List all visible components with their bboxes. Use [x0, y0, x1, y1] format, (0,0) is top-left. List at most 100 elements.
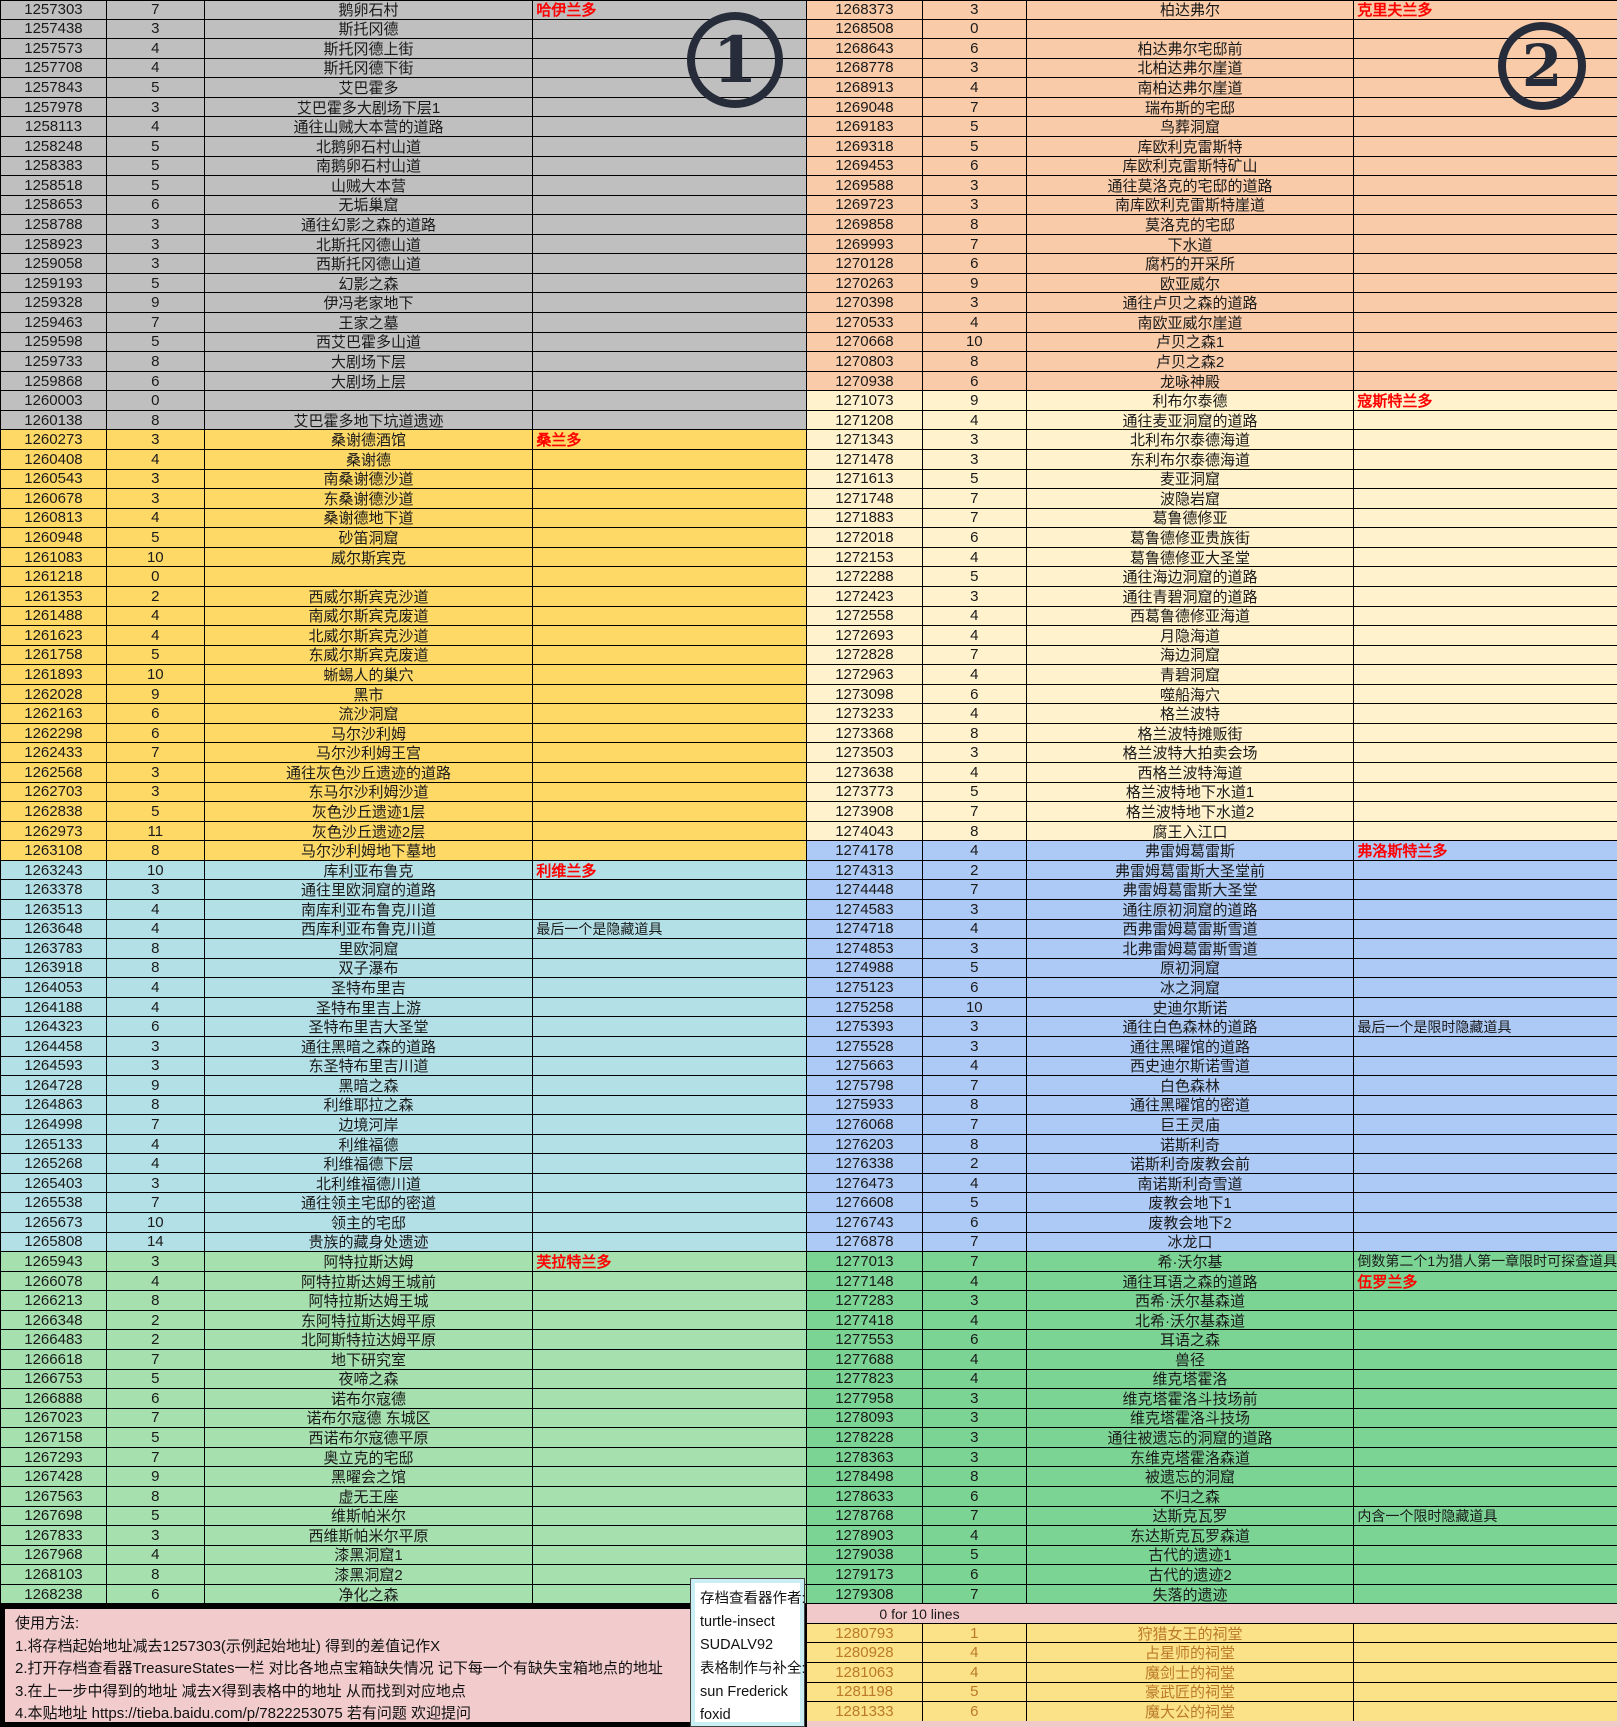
location-cell: 地下研究室: [204, 1349, 534, 1370]
location-cell: [204, 391, 534, 411]
chest-count-cell: 4: [922, 1349, 1027, 1370]
chest-count-cell: 4: [106, 978, 205, 998]
note-cell: [1354, 958, 1621, 979]
note-cell: [1354, 1232, 1621, 1253]
table-row: 1271883 7 葛鲁德修亚: [806, 508, 1621, 529]
location-cell: 格兰波特地下水道1: [1026, 782, 1355, 803]
table-row: 1261488 4 南威尔斯宾克废道: [0, 606, 807, 627]
address-cell: 1279038: [807, 1545, 923, 1566]
address-cell: 1272963: [807, 665, 923, 685]
chest-count-cell: 6: [106, 723, 205, 744]
table-row: 1258653 6 无垢巢窟: [0, 195, 807, 216]
note-cell: [533, 645, 807, 666]
table-row: 1271343 3 北利布尔泰德海道: [806, 430, 1621, 450]
address-cell: 1267293: [1, 1447, 107, 1468]
chest-count-cell: 4: [922, 1369, 1027, 1390]
table-row: 1261353 2 西威尔斯宾克沙道: [0, 586, 807, 607]
chest-count-cell: 6: [106, 371, 205, 392]
table-row: 1259058 3 西斯托冈德山道: [0, 254, 807, 274]
location-cell: 废教会地下2: [1026, 1213, 1355, 1233]
note-cell: [533, 1036, 807, 1057]
address-cell: 1268238: [1, 1584, 107, 1605]
location-cell: 东圣特布里吉川道: [204, 1056, 534, 1077]
note-cell: [1354, 489, 1621, 509]
location-cell: 白色森林: [1026, 1076, 1355, 1096]
note-cell: [533, 1545, 807, 1566]
note-cell: [1354, 665, 1621, 685]
table-row: 1267563 8 虚无王座: [0, 1486, 807, 1507]
location-cell: 麦亚洞窟: [1026, 469, 1355, 490]
location-cell: 葛鲁德修亚: [1026, 508, 1355, 529]
chest-count-cell: 9: [922, 273, 1027, 294]
address-cell: 1260813: [1, 508, 107, 529]
chest-count-cell: 7: [922, 508, 1027, 529]
table-row: 1270803 8 卢贝之森2: [806, 352, 1621, 372]
address-cell: 1269993: [807, 234, 923, 255]
address-cell: 1257303: [1, 1, 107, 20]
note-cell: [1354, 156, 1621, 177]
address-cell: 1280793: [807, 1623, 923, 1644]
table-row: 1275528 3 通往黑曜馆的道路: [806, 1036, 1621, 1057]
location-cell: 北斯托冈德山道: [204, 234, 534, 255]
location-cell: 圣特布里吉: [204, 978, 534, 998]
credits-line: 表格制作与补全:: [700, 1660, 806, 1677]
table-row: 1263108 8 马尔沙利姆地下墓地: [0, 841, 807, 861]
address-cell: 1271478: [807, 449, 923, 470]
location-cell: 利维耶拉之森: [204, 1095, 534, 1116]
table-row: 1275798 7 白色森林: [806, 1076, 1621, 1096]
location-cell: 黑曜会之馆: [204, 1467, 534, 1487]
location-cell: 格兰波特地下水道2: [1026, 802, 1355, 822]
table-row: 1272153 4 葛鲁德修亚大圣堂: [806, 547, 1621, 568]
address-cell: 1262028: [1, 684, 107, 705]
table-row: 1273233 4 格兰波特: [806, 704, 1621, 724]
region-label: 桑兰多: [533, 430, 807, 450]
address-cell: 1257978: [1, 97, 107, 118]
location-cell: 桑谢德: [204, 449, 534, 470]
table-row: 1267698 5 维斯帕米尔: [0, 1506, 807, 1527]
address-cell: 1265673: [1, 1213, 107, 1233]
location-cell: 斯托冈德上街: [204, 39, 534, 59]
address-cell: 1275393: [807, 1017, 923, 1037]
table-row: 1264998 7 边境河岸: [0, 1115, 807, 1135]
note-cell: [1354, 1486, 1621, 1507]
table-row: 1263783 8 里欧洞窟: [0, 939, 807, 959]
address-cell: 1275663: [807, 1056, 923, 1077]
note-cell: [1354, 1682, 1621, 1703]
table-row: 1259193 5 幻影之森: [0, 273, 807, 294]
note-cell: [1354, 1154, 1621, 1174]
table-row: 1279173 6 古代的遗迹2: [806, 1565, 1621, 1585]
table-row: 1268913 4 南柏达弗尔崖道: [806, 78, 1621, 98]
address-cell: 1274583: [807, 899, 923, 920]
location-cell: 流沙洞窟: [204, 704, 534, 724]
chest-count-cell: 8: [922, 215, 1027, 235]
address-cell: 1266348: [1, 1310, 107, 1331]
location-cell: 边境河岸: [204, 1115, 534, 1135]
table-row: 1260948 5 砂笛洞窟: [0, 528, 807, 548]
chest-count-cell: 4: [106, 899, 205, 920]
chest-count-cell: 3: [922, 293, 1027, 314]
address-cell: 1273503: [807, 743, 923, 764]
section-1-badge: 1: [687, 12, 783, 108]
chest-count-cell: 4: [922, 606, 1027, 627]
chest-count-cell: 3: [106, 19, 205, 40]
chest-count-cell: 3: [922, 58, 1027, 79]
location-cell: 通往黑曜馆的道路: [1026, 1036, 1355, 1057]
location-cell: 通往耳语之森的道路: [1026, 1271, 1355, 1292]
note-cell: [533, 782, 807, 803]
address-cell: 1278228: [807, 1428, 923, 1448]
note-cell: [1354, 195, 1621, 216]
chest-count-cell: 4: [106, 919, 205, 940]
address-cell: 1275258: [807, 997, 923, 1018]
location-cell: 圣特布里吉大圣堂: [204, 1017, 534, 1037]
chest-count-cell: 4: [922, 1271, 1027, 1292]
table-row: 1263378 3 通往里欧洞窟的道路: [0, 880, 807, 900]
note-cell: [1354, 234, 1621, 255]
chest-count-cell: 3: [106, 254, 205, 274]
location-cell: 南桑谢德沙道: [204, 469, 534, 490]
note-cell: [533, 743, 807, 764]
address-cell: 1266888: [1, 1389, 107, 1409]
note-cell: [1354, 802, 1621, 822]
location-cell: 维斯帕米尔: [204, 1506, 534, 1527]
table-row: 1275663 4 西史迪尔斯诺雪道: [806, 1056, 1621, 1077]
address-cell: 1266753: [1, 1369, 107, 1390]
